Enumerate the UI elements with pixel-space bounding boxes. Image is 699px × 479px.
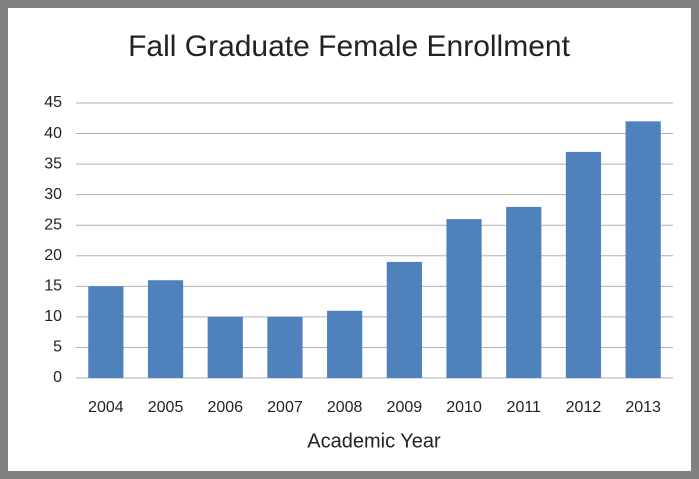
x-tick-label: 2008	[327, 399, 363, 416]
x-tick-label: 2007	[267, 399, 303, 416]
x-tick-label: 2013	[625, 399, 661, 416]
bar	[88, 286, 124, 378]
x-tick-label: 2005	[148, 399, 184, 416]
y-tick-label: 30	[44, 186, 62, 203]
bar	[207, 316, 243, 378]
bar	[327, 310, 363, 378]
bar	[267, 316, 303, 378]
bar	[506, 206, 542, 378]
bar	[386, 261, 422, 378]
x-tick-label: 2010	[446, 399, 482, 416]
bar	[446, 219, 482, 378]
x-tick-label: 2009	[387, 399, 423, 416]
y-tick-label: 0	[53, 369, 62, 386]
chart-title: Fall Graduate Female Enrollment	[128, 30, 571, 63]
x-tick-label: 2004	[88, 399, 124, 416]
y-tick-label: 40	[44, 125, 62, 142]
y-tick-label: 35	[44, 155, 62, 172]
bar	[625, 121, 661, 378]
y-tick-label: 10	[44, 308, 62, 325]
x-tick-label: 2011	[507, 399, 542, 416]
x-axis-title: Academic Year	[307, 430, 441, 452]
y-tick-label: 20	[44, 247, 62, 264]
bar	[565, 151, 602, 378]
y-tick-label: 5	[53, 339, 62, 356]
y-tick-label: 15	[44, 278, 62, 295]
bar	[147, 280, 184, 378]
x-tick-label: 2012	[566, 399, 602, 416]
y-tick-label: 45	[44, 94, 62, 111]
x-tick-label: 2006	[207, 399, 243, 416]
y-tick-label: 25	[44, 216, 62, 233]
